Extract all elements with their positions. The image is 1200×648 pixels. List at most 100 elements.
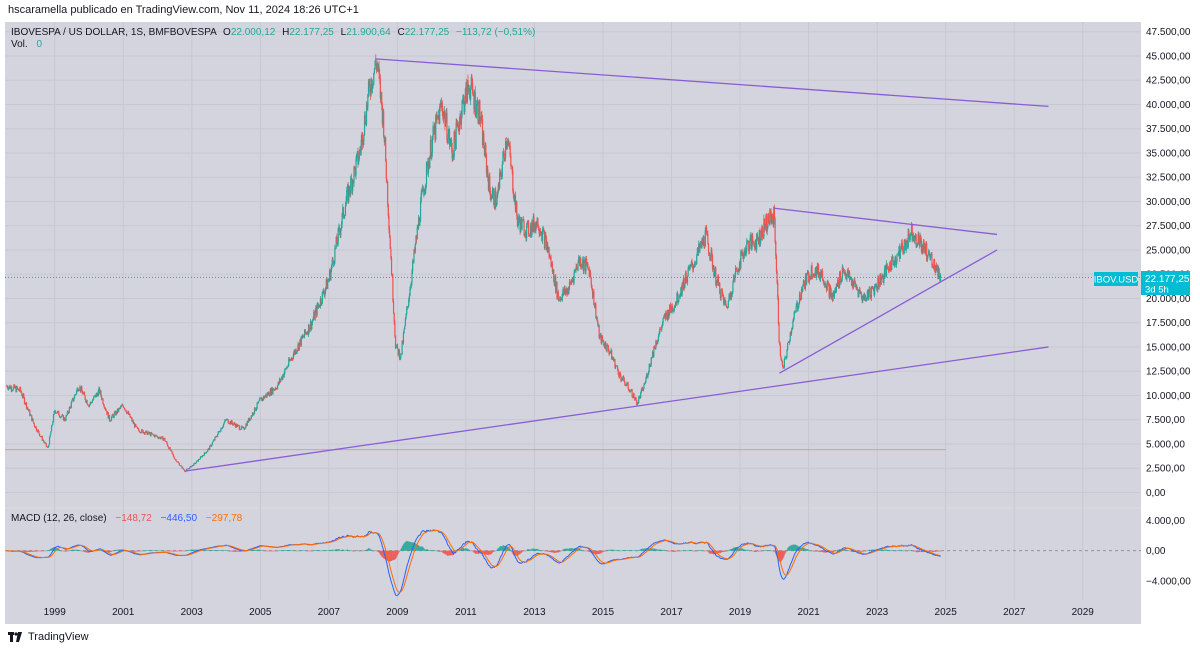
candle-body: [888, 270, 890, 272]
candle-body: [392, 300, 395, 314]
candle-body: [85, 399, 87, 403]
price-axis-tick-label: 7.500,00: [1146, 415, 1185, 426]
price-axis[interactable]: 47.500,0045.000,0042.500,0040.000,0037.5…: [1146, 27, 1191, 587]
macd-histogram-bar: [186, 550, 188, 551]
macd-histogram-bar: [284, 550, 286, 551]
candle-body: [262, 397, 264, 400]
candle-body: [575, 266, 577, 271]
candle-body: [711, 250, 713, 256]
macd-histogram-bar: [516, 550, 518, 556]
macd-histogram-bar: [496, 549, 498, 551]
macd-histogram-bar: [821, 550, 824, 552]
candle-body: [628, 388, 630, 391]
macd-histogram-bar: [690, 550, 693, 551]
macd-histogram-bar: [292, 550, 294, 552]
macd-histogram-bar: [319, 550, 321, 552]
macd-histogram-bar: [41, 550, 43, 552]
macd-histogram-bar: [352, 550, 354, 552]
price-axis-tick-label: 35.000,00: [1146, 148, 1191, 159]
candle-body: [549, 256, 551, 258]
candle-body: [387, 204, 389, 217]
candle-body: [133, 423, 136, 428]
macd-histogram-bar: [461, 548, 463, 551]
macd-histogram-bar: [240, 550, 242, 552]
candle-body: [706, 232, 708, 235]
macd-histogram-bar: [585, 550, 587, 552]
candle-body: [699, 245, 701, 250]
macd-histogram-bar: [177, 550, 179, 552]
macd-legend[interactable]: MACD (12, 26, close) −148,72 −446,50 −29…: [11, 513, 243, 524]
macd-histogram-bar: [366, 549, 368, 551]
macd-histogram-bar: [417, 545, 419, 551]
macd-histogram-bar: [670, 550, 672, 552]
trendlines[interactable]: [184, 58, 1049, 472]
grid-lines: [5, 22, 1141, 600]
macd-histogram-bar: [70, 550, 72, 551]
candle-body: [922, 246, 924, 252]
candle-body: [574, 269, 576, 272]
symbol-legend[interactable]: IBOVESPA / US DOLLAR, 1S, BMFBOVESPA O22…: [11, 27, 535, 50]
candle-body: [128, 413, 130, 415]
candle-body: [219, 431, 221, 433]
candle-body: [715, 284, 718, 286]
macd-histogram-bar: [472, 550, 474, 552]
candle-body: [247, 418, 250, 423]
macd-histogram-bar: [688, 550, 691, 551]
candle-body: [75, 390, 78, 394]
candle-body: [547, 247, 550, 253]
macd-histogram-bar: [701, 550, 703, 551]
candle-body: [497, 191, 499, 197]
candle-body: [682, 282, 684, 289]
macd-histogram-bar: [544, 550, 546, 552]
candle-body: [876, 286, 878, 290]
candle-body: [252, 412, 254, 415]
candle-body: [908, 235, 911, 240]
macd-histogram-bar: [422, 547, 424, 551]
macd-histogram-bar: [739, 548, 741, 551]
macd-histogram-bar: [740, 548, 742, 551]
macd-histogram-bar: [783, 550, 785, 556]
macd-histogram-bar: [619, 550, 621, 551]
macd-histogram-bar: [520, 550, 522, 554]
candle-body: [545, 237, 548, 250]
candle-body: [207, 449, 209, 452]
macd-histogram-bar: [144, 550, 146, 552]
macd-histogram-bar: [769, 550, 772, 551]
macd-histogram-bar: [904, 550, 906, 551]
candle-body: [770, 212, 772, 224]
candle-body: [431, 137, 434, 153]
macd-histogram-bar: [816, 550, 818, 552]
macd-histogram-bar: [558, 550, 560, 553]
macd-histogram-bar: [821, 550, 823, 552]
price-tag[interactable]: IBOV.USD 22.177,25 3d 5h: [1094, 271, 1190, 296]
time-axis[interactable]: 1999 2001 2003 2005 2007 2009 2011 2013 2015 2017…: [44, 607, 1095, 618]
macd-histogram-bar: [72, 549, 74, 551]
candle-body: [201, 455, 204, 458]
candle-body: [7, 387, 9, 390]
macd-histogram-bar: [87, 550, 89, 553]
macd-histogram-bar: [499, 546, 501, 551]
macd-histogram-bar: [288, 550, 290, 551]
candle-body: [557, 292, 559, 299]
candle-body: [409, 288, 411, 297]
macd-histogram-bar: [312, 550, 314, 552]
macd-histogram-bar: [845, 550, 847, 551]
macd-histogram-bar: [262, 550, 264, 552]
macd-histogram-bar: [930, 550, 932, 552]
candle-body: [645, 377, 647, 383]
macd-histogram-bar: [41, 550, 43, 552]
candle-body: [77, 389, 80, 392]
candle-body: [113, 413, 115, 418]
macd-histogram-bar: [918, 550, 921, 553]
macd-histogram-bar: [808, 550, 810, 551]
candle-body: [745, 249, 747, 256]
macd-histogram-bar: [666, 550, 668, 552]
tradingview-logo[interactable]: TradingView: [8, 626, 89, 648]
macd-histogram-bar: [356, 550, 358, 551]
candle-body: [308, 324, 310, 333]
candle-body: [174, 458, 176, 460]
macd-histogram-bar: [155, 550, 157, 551]
candle-body: [343, 216, 345, 218]
candle-body: [331, 258, 333, 266]
